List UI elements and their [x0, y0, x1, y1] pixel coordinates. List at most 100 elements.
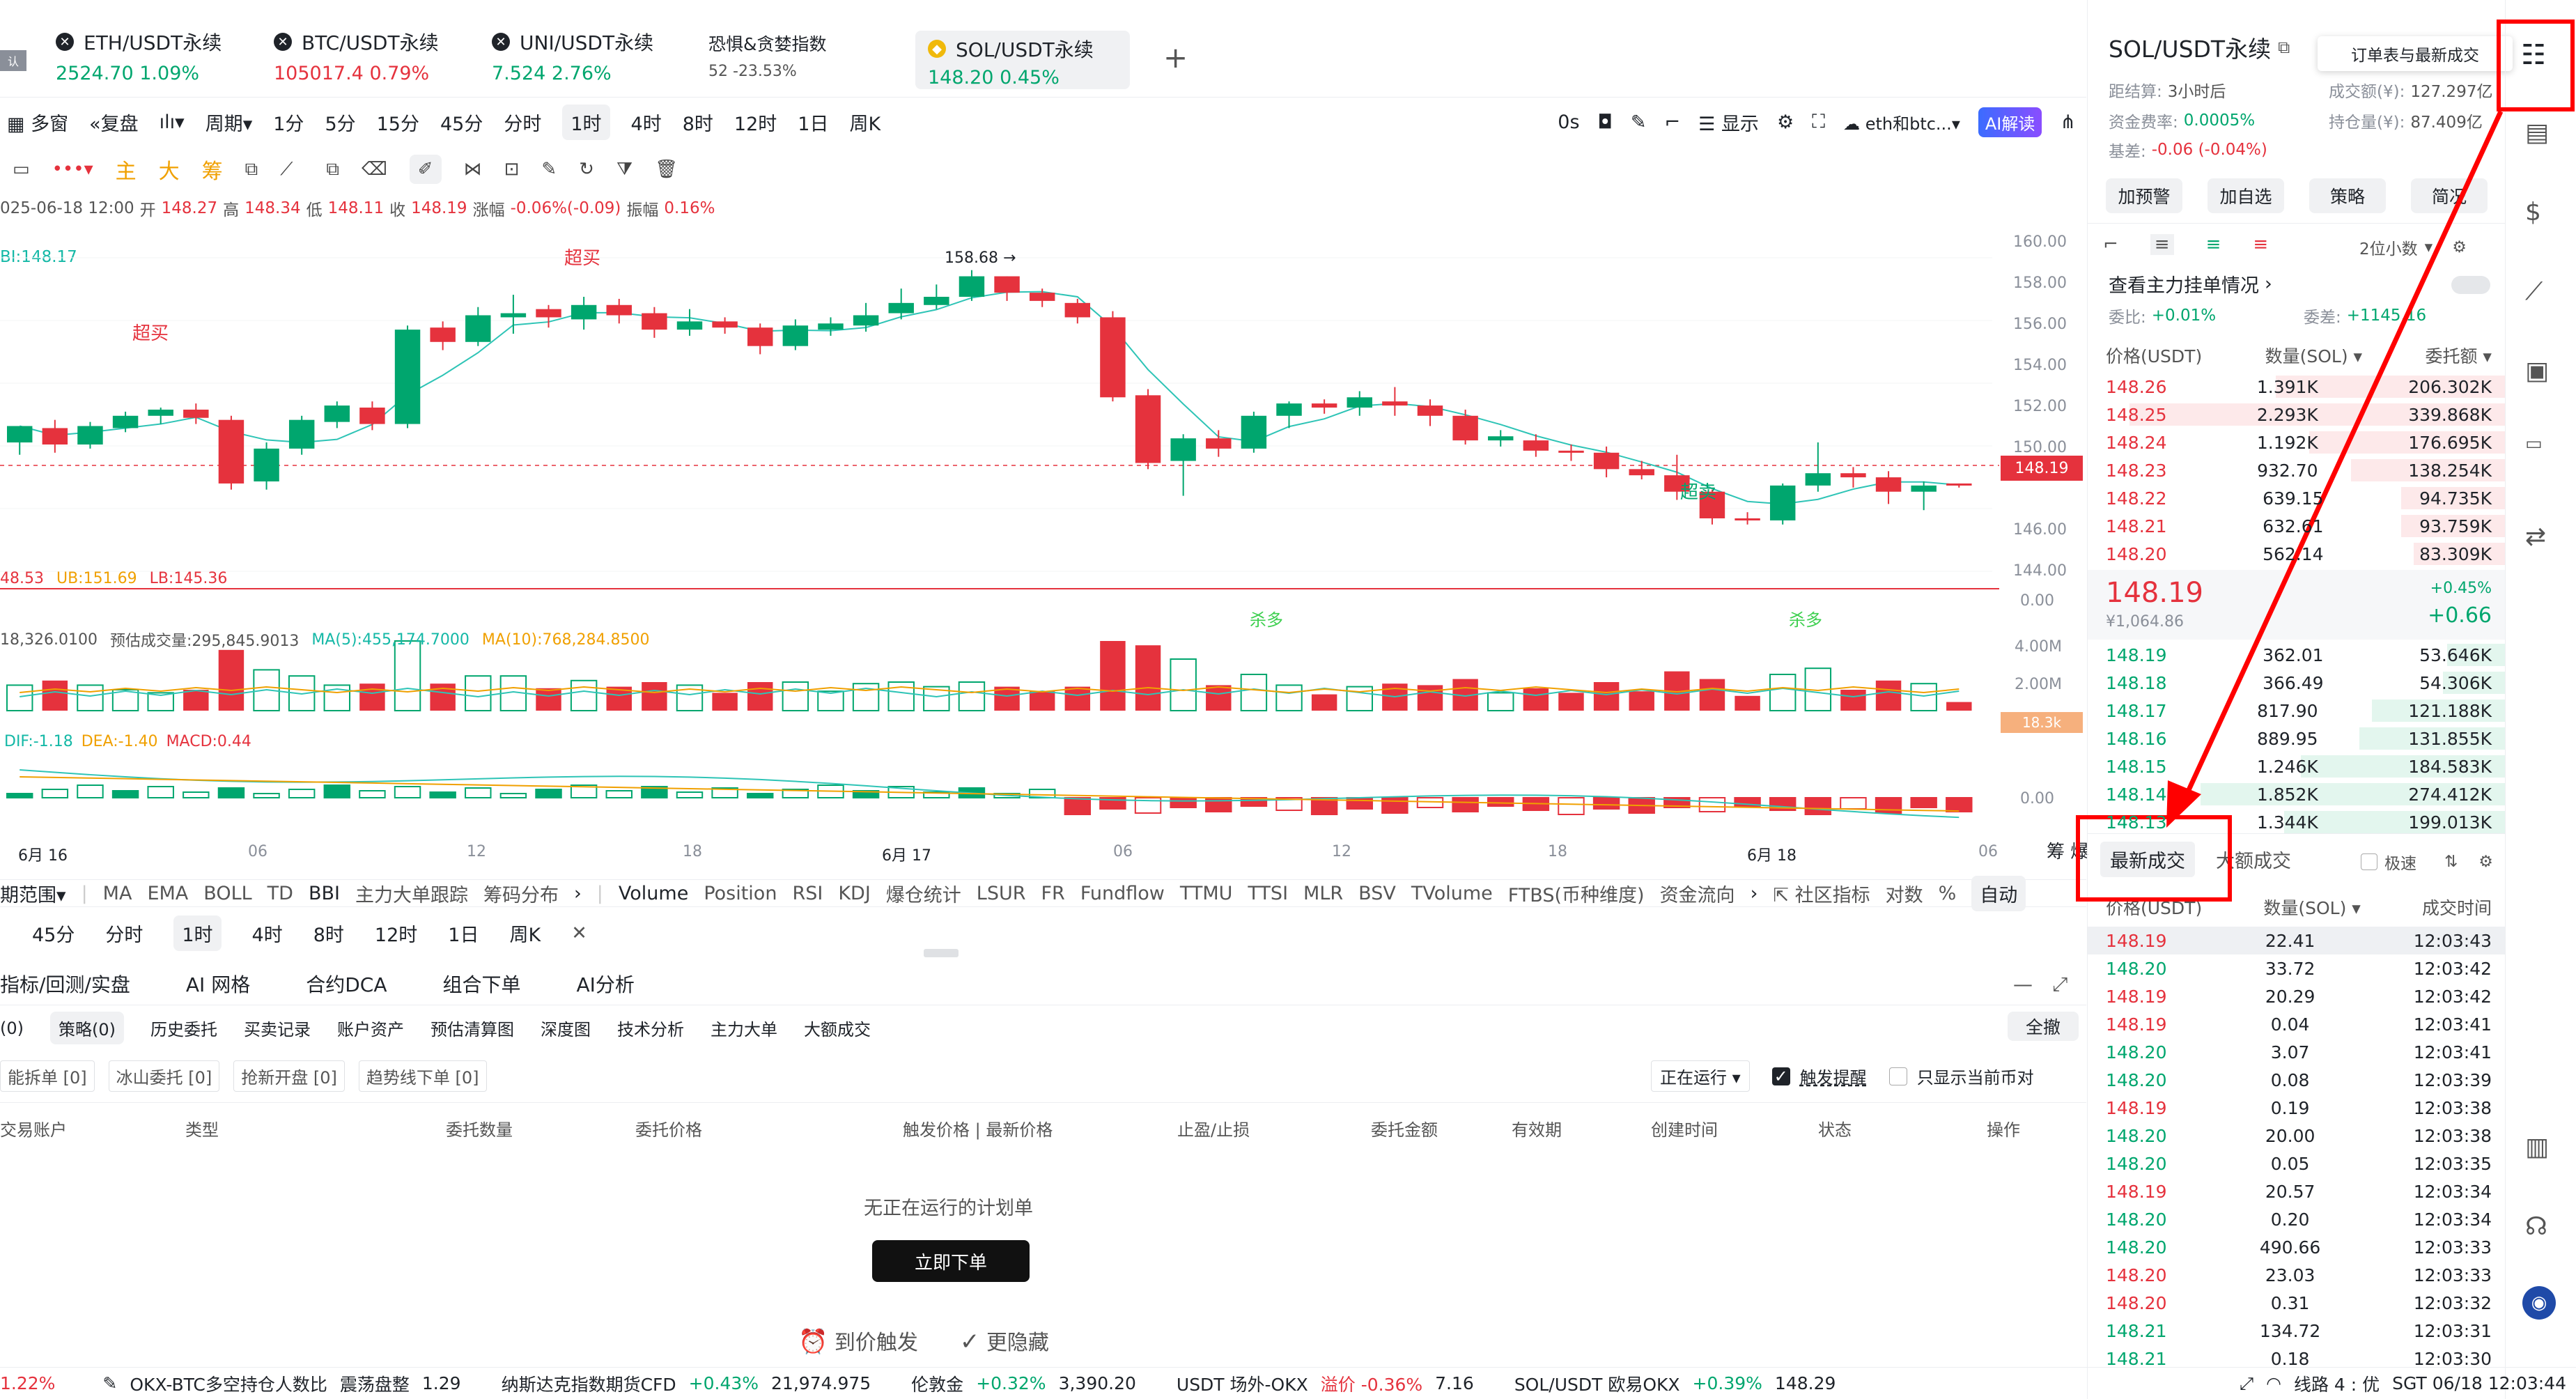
ind-fundflow-cn[interactable]: 资金流向 [1659, 884, 1735, 906]
chevron-right-icon[interactable]: › [573, 882, 582, 904]
interval-5m[interactable]: 5分 [325, 113, 356, 135]
draw-line-icon[interactable]: ✐ [409, 155, 442, 184]
interval-15m[interactable]: 15分 [376, 113, 419, 135]
ind-ftbs[interactable]: FTBS(币种维度) [1507, 884, 1645, 906]
share-icon[interactable]: ⋔ [2060, 111, 2076, 133]
subtab-liq-map[interactable]: 预估清算图 [430, 1020, 514, 1039]
ind-volume[interactable]: Volume [618, 882, 689, 904]
interval2-week[interactable]: 周K [509, 924, 541, 946]
bid-row[interactable]: 148.19 362.01 53.646K [2088, 641, 2506, 669]
ind-fundflow[interactable]: Fundflow [1080, 882, 1165, 904]
add-favorite-button[interactable]: 加自选 [2208, 178, 2284, 213]
tab-dca[interactable]: 合约DCA [306, 973, 387, 996]
trash-icon[interactable]: 🗑 [655, 159, 678, 180]
ind-position[interactable]: Position [704, 882, 777, 904]
ask-row[interactable]: 148.22 639.15 94.735K [2088, 484, 2506, 512]
view-all-icon[interactable]: ≡ [2253, 234, 2269, 255]
exchange-icon[interactable]: ⇄ [2525, 523, 2547, 551]
tab-combo[interactable]: 组合下单 [442, 973, 521, 996]
subtab-assets[interactable]: 账户资产 [337, 1020, 404, 1039]
subtab-big-orders[interactable]: 主力大单 [711, 1020, 777, 1039]
chip-toggle[interactable]: 筹 爆 [2047, 837, 2088, 863]
trades-header-qty[interactable]: 数量(SOL) ▾ [2263, 898, 2361, 918]
layout-icon[interactable]: ▥ [2525, 1133, 2550, 1161]
symbol-title[interactable]: SOL/USDT永续 ⧉ [2109, 31, 2290, 64]
interval-12h[interactable]: 12时 [734, 113, 777, 135]
eraser-icon[interactable]: ⌫ [362, 159, 387, 180]
chevron-right-icon[interactable]: › [1750, 882, 1758, 904]
log-toggle[interactable]: 对数 [1885, 884, 1923, 906]
settings-icon[interactable]: ⚙ [1776, 111, 1794, 133]
bid-row[interactable]: 148.17 817.90 121.188K [2088, 697, 2506, 725]
camera-icon[interactable]: ◘ [1597, 111, 1613, 133]
tab-sol-active[interactable]: ◆ SOL/USDT永续 148.20 0.45% [915, 31, 1130, 89]
ask-row[interactable]: 148.20 562.14 83.309K [2088, 540, 2506, 568]
indicator-range[interactable]: 期范围▾ [0, 884, 66, 906]
interval-4h[interactable]: 4时 [630, 113, 662, 135]
filter-icon[interactable]: ⧩ [616, 158, 633, 180]
percent-toggle[interactable]: % [1938, 882, 1957, 904]
interval-8h[interactable]: 8时 [682, 113, 713, 135]
tab-uni[interactable]: ✕ UNI/USDT永续 7.524 2.76% [492, 28, 653, 89]
view-buy-icon[interactable]: ≡ [2150, 234, 2174, 255]
compare-dropdown[interactable]: ☁ eth和btc...▾ [1843, 114, 1960, 134]
subtab-trades[interactable]: 买卖记录 [244, 1020, 311, 1039]
cancel-all-button[interactable]: 全撤 [2008, 1012, 2079, 1041]
interval2-1h[interactable]: 1时 [173, 915, 222, 951]
filter-trendline[interactable]: 趋势线下单 [0] [358, 1060, 487, 1092]
ask-row[interactable]: 148.25 2.293K 339.868K [2088, 401, 2506, 428]
community-indicators[interactable]: ⇱ 社区指标 [1773, 884, 1870, 906]
interval-1m[interactable]: 1分 [273, 113, 304, 135]
strategy-button[interactable]: 策略 [2309, 178, 2386, 213]
filter-iceberg[interactable]: 冰山委托 [0] [108, 1060, 220, 1092]
ind-main-track[interactable]: 主力大单跟踪 [355, 884, 468, 906]
kline-chart[interactable] [0, 223, 2083, 871]
interval-1h[interactable]: 1时 [562, 104, 610, 140]
edit-icon[interactable]: ✎ [541, 159, 557, 180]
bid-row[interactable]: 148.18 366.49 54.306K [2088, 669, 2506, 697]
display-button[interactable]: ☰ 显示 [1698, 113, 1759, 135]
signal-main[interactable]: 主 [115, 160, 137, 184]
replay-button[interactable]: «复盘 [89, 113, 139, 135]
add-alert-button[interactable]: 加预警 [2106, 178, 2182, 213]
interval2-4h[interactable]: 4时 [251, 924, 283, 946]
expand-icon[interactable]: ⤢ [2052, 973, 2068, 996]
ind-bbi[interactable]: BBI [308, 882, 340, 904]
hidden-order-link[interactable]: ✓ 更隐藏 [960, 1325, 1049, 1356]
subtab-strategy[interactable]: 策略(0) [50, 1012, 124, 1044]
bid-row[interactable]: 148.15 1.246K 184.583K [2088, 752, 2506, 780]
ind-ema[interactable]: EMA [147, 882, 189, 904]
resize-handle[interactable] [924, 949, 959, 957]
tab-latest-trades[interactable]: 最新成交 [2100, 842, 2195, 877]
ind-mlr[interactable]: MLR [1303, 882, 1344, 904]
ind-kdj[interactable]: KDJ [838, 882, 871, 904]
ai-explain-button[interactable]: AI解读 [1978, 107, 2042, 137]
ob-header-qty[interactable]: 数量(SOL) ▾ [2265, 346, 2363, 366]
headset-icon[interactable]: ☊ [2525, 1212, 2547, 1241]
interval2-time[interactable]: 分时 [105, 924, 143, 946]
tab-backtest[interactable]: 指标/回测/实盘 [0, 973, 130, 996]
only-current-checkbox[interactable] [1888, 1067, 1907, 1085]
lock-icon[interactable]: ⊡ [504, 159, 520, 180]
ind-chip[interactable]: 筹码分布 [483, 884, 559, 906]
ask-row[interactable]: 148.23 932.70 138.254K [2088, 456, 2506, 484]
tab-ai-analysis[interactable]: AI分析 [576, 973, 635, 996]
ob-header-amount[interactable]: 委托额 ▾ [2425, 346, 2492, 366]
signal-big[interactable]: 大 [158, 160, 180, 184]
ind-bsv[interactable]: BSV [1358, 882, 1396, 904]
tab-big-trades[interactable]: 大额成交 [2216, 851, 2291, 872]
minimize-icon[interactable]: — [2013, 973, 2033, 996]
subtab-depth[interactable]: 深度图 [541, 1020, 591, 1039]
subtab-history[interactable]: 历史委托 [150, 1020, 217, 1039]
pencil-icon[interactable]: ✎ [1630, 111, 1647, 133]
running-dropdown[interactable]: 正在运行 ▾ [1651, 1060, 1750, 1092]
ind-ttmu[interactable]: TTMU [1179, 882, 1233, 904]
brush-icon[interactable]: ⟋ [280, 158, 293, 180]
trigger-checkbox[interactable]: ✓ [1771, 1067, 1790, 1086]
decimals-dropdown[interactable]: 2位小数 ▾ ⚙ [2359, 235, 2467, 259]
period-dropdown[interactable]: 周期▾ [205, 113, 253, 135]
big-orders-toggle[interactable] [2451, 276, 2490, 294]
robot-icon[interactable]: ◉ [2522, 1286, 2556, 1320]
price-trigger-link[interactable]: ⏰ 到价触发 [798, 1325, 918, 1356]
chart-box-icon[interactable]: ▣ [2525, 357, 2550, 385]
